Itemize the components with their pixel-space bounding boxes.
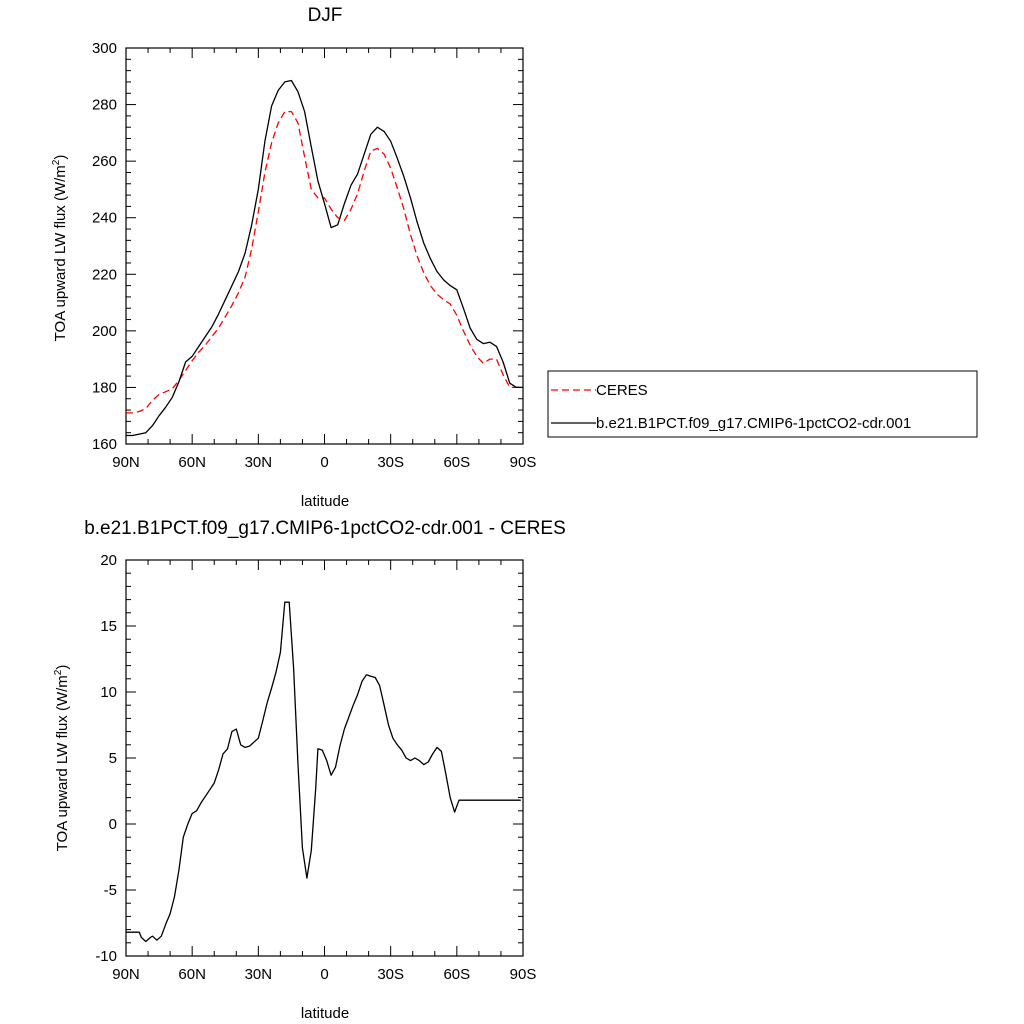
plot-lines bbox=[126, 601, 521, 943]
plot-frame bbox=[125, 47, 524, 445]
y-tick-label: 260 bbox=[92, 153, 117, 170]
x-tick-label: 30S bbox=[377, 966, 404, 983]
series-line-ceres bbox=[126, 110, 523, 414]
djf-panel: DJF 90N 60N 30N 0 30S 60S 90S 160 180 200 220 240 26… bbox=[51, 5, 978, 510]
x-tick-label: 30N bbox=[245, 966, 273, 983]
y-tick-label: 160 bbox=[92, 436, 117, 453]
x-tick-label: 90N bbox=[112, 966, 140, 983]
y-tick-label: -5 bbox=[104, 882, 117, 899]
plot-axes: 90N 60N 30N 0 30S 60S 90S 160 180 200 220 240 260 280… bbox=[92, 40, 536, 471]
y-tick-label: 10 bbox=[100, 684, 117, 701]
chart-title: b.e21.B1PCT.f09_g17.CMIP6-1pctCO2-cdr.00… bbox=[84, 518, 566, 539]
x-tick-label: 60S bbox=[443, 966, 470, 983]
y-tick-label: 300 bbox=[92, 40, 117, 57]
x-tick-label: 60N bbox=[178, 966, 206, 983]
difference-panel: b.e21.B1PCT.f09_g17.CMIP6-1pctCO2-cdr.00… bbox=[53, 518, 566, 1022]
legend-label-model: b.e21.B1PCT.f09_g17.CMIP6-1pctCO2-cdr.00… bbox=[596, 415, 911, 432]
x-tick-label: 60S bbox=[443, 454, 470, 471]
x-tick-label: 60N bbox=[178, 454, 206, 471]
y-tick-label: 180 bbox=[92, 379, 117, 396]
y-axis-label: TOA upward LW flux (W/m2) bbox=[53, 665, 71, 852]
x-axis-label: latitude bbox=[301, 493, 349, 510]
chart-title: DJF bbox=[308, 5, 343, 26]
plot-lines bbox=[126, 79, 523, 437]
series-line-b-e21-b1pct-f09-g17-cmip6-1pctco2-cdr-001 bbox=[126, 79, 523, 437]
y-tick-label: 240 bbox=[92, 210, 117, 227]
y-tick-label: 220 bbox=[92, 266, 117, 283]
x-tick-label: 0 bbox=[320, 454, 328, 471]
x-axis-label: latitude bbox=[301, 1005, 349, 1022]
x-tick-label: 30N bbox=[245, 454, 273, 471]
y-tick-label: 280 bbox=[92, 97, 117, 114]
plot-axes: 90N 60N 30N 0 30S 60S 90S -10 -5 0 5 10 15 20 bbox=[95, 552, 536, 983]
x-tick-label: 90S bbox=[510, 454, 537, 471]
x-tick-label: 30S bbox=[377, 454, 404, 471]
x-tick-label: 90N bbox=[112, 454, 140, 471]
y-tick-label: 200 bbox=[92, 323, 117, 340]
y-tick-label: 5 bbox=[109, 750, 117, 767]
x-tick-label: 0 bbox=[320, 966, 328, 983]
y-tick-label: 20 bbox=[100, 552, 117, 569]
series-line-difference bbox=[126, 601, 521, 943]
legend-label-ceres: CERES bbox=[596, 382, 648, 399]
y-tick-label: -10 bbox=[95, 948, 117, 965]
y-tick-label: 15 bbox=[100, 618, 117, 635]
legend: CERES b.e21.B1PCT.f09_g17.CMIP6-1pctCO2-… bbox=[547, 370, 978, 438]
y-axis-label: TOA upward LW flux (W/m2) bbox=[51, 155, 69, 342]
plot-frame bbox=[125, 559, 524, 957]
y-tick-label: 0 bbox=[109, 816, 117, 833]
x-tick-label: 90S bbox=[510, 966, 537, 983]
legend-box bbox=[547, 370, 978, 438]
